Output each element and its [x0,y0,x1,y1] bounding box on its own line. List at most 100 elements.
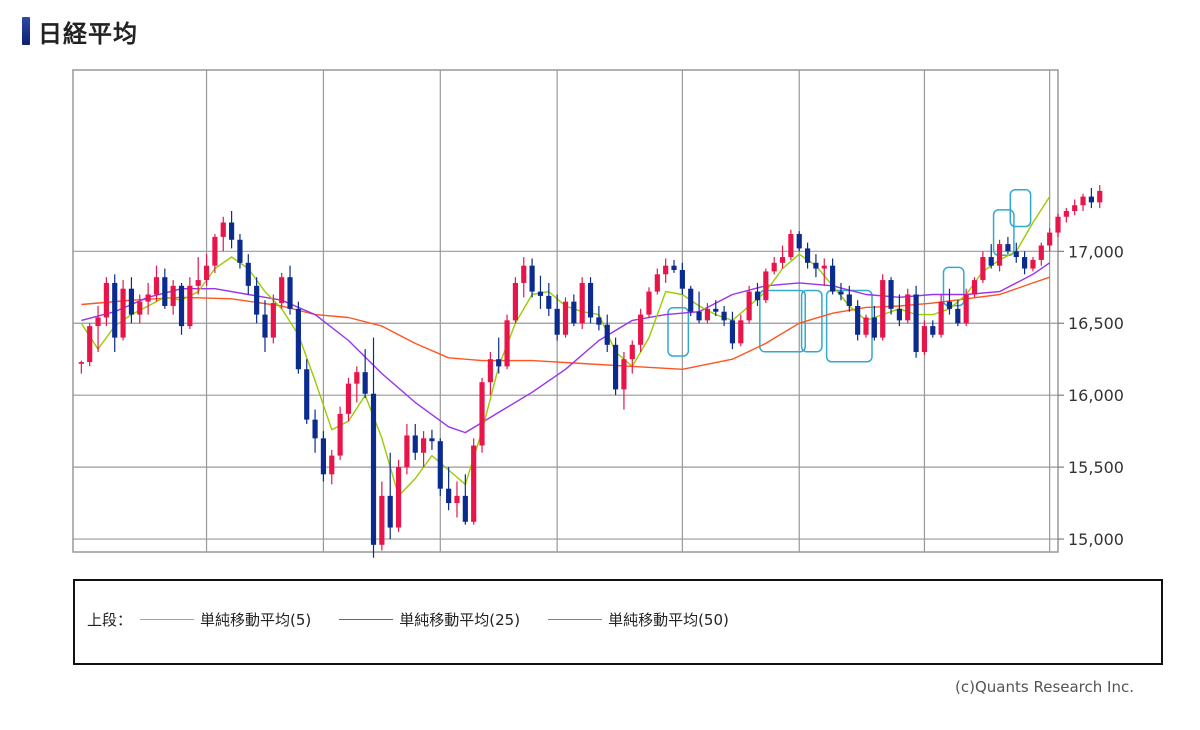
candle-down [245,262,251,286]
candle-up [212,236,218,266]
candle-up [345,383,352,414]
candle-down [312,419,318,439]
x-tick-label: 2016/8/1 [523,558,590,560]
candle-up [471,445,477,522]
candle-up [187,285,193,327]
candle-up [479,382,485,446]
candle-down [237,239,243,263]
candle-down [462,495,468,522]
candle-up [504,320,510,367]
y-tick-label: 16,000 [1068,386,1124,405]
sma5-line-swatch [140,619,195,620]
candle-down [671,265,677,270]
candles [78,185,1103,558]
candle-up [103,282,109,318]
highlight-box [800,289,823,353]
candle-up [87,326,93,363]
candle-down [429,438,435,442]
legend-row: 上段： 単純移動平均(5) 単純移動平均(25) 単純移動平均(50) [87,609,757,630]
legend-label-sma5: 単純移動平均(5) [200,611,312,629]
copyright-notice: (c)Quants Research Inc. [955,678,1134,696]
candle-down [320,438,327,475]
candle-up [329,455,335,475]
candle-up [195,280,201,286]
y-tick-label: 15,500 [1068,458,1124,477]
candle-up [1055,216,1061,233]
legend-box: 上段： 単純移動平均(5) 単純移動平均(25) 単純移動平均(50) [73,579,1163,665]
candle-down [546,295,552,309]
candle-up [170,285,176,306]
candle-up [629,344,635,360]
candle-up [971,280,978,295]
candle-down [830,265,836,292]
candle-up [337,413,343,456]
x-tick-label: 2016/10/28 [1006,558,1092,560]
candle-up [980,257,986,281]
candle-down [946,301,953,309]
candle-down [229,222,235,240]
candle-down [888,280,894,309]
candle-down [537,291,544,296]
legend-label-sma50: 単純移動平均(50) [608,611,729,629]
candle-up [646,291,652,315]
legend-label-sma25: 単純移動平均(25) [399,611,521,629]
candle-up [621,359,627,390]
x-tick-label: 2016/6/17 [285,558,362,560]
candle-up [1038,245,1044,260]
y-axis-ticks: 15,000 15,500 16,000 16,500 17,000 [1058,242,1124,549]
candle-up [763,271,769,301]
candle-down [846,294,852,306]
candle-up [421,438,427,453]
candle-down [754,291,761,301]
candle-up [1030,259,1036,269]
legend-prefix: 上段： [87,611,133,629]
candle-up [270,303,276,338]
candle-up [145,294,151,302]
candle-down [370,393,377,545]
candle-up [738,320,744,344]
candle-up [95,317,101,327]
candle-down [729,320,736,344]
candle-down [896,308,902,321]
candle-down [587,282,594,318]
highlight-box [667,306,690,357]
highlight-box [992,209,1015,257]
candle-down [604,324,610,345]
page-header: 日経平均 [22,14,138,48]
candle-up [220,222,226,237]
candle-up [279,277,285,304]
candle-down [554,308,560,335]
candle-up [153,277,160,295]
candle-up [512,282,519,321]
sma50-line-swatch [548,619,603,620]
candle-down [262,314,268,338]
candle-up [120,288,126,338]
x-axis-ticks: 2016/5/27 2016/6/17 2016/7/8 2016/8/1 2016/8… [168,558,1093,560]
candle-down [128,288,135,315]
candle-down [930,326,936,335]
candle-up [996,244,1003,266]
candle-down [412,435,418,453]
candle-up [938,301,944,335]
candle-down [838,291,844,295]
candle-up [821,265,827,269]
candle-up [78,362,84,364]
legend-item-sma50: 単純移動平均(50) [548,609,729,630]
y-tick-label: 15,000 [1068,530,1124,549]
candle-up [1047,232,1053,246]
candle-up [771,262,777,272]
candle-up [1072,205,1078,212]
highlight-boxes [667,188,1032,363]
candle-down [1088,196,1094,203]
sma50-line [81,276,1050,370]
candle-up [137,301,143,315]
candle-up [521,265,527,283]
candle-up [663,265,669,275]
candle-down [571,301,577,324]
candle-up [654,274,660,292]
candle-down [796,234,802,249]
candle-up [354,372,360,384]
page-title: 日経平均 [38,19,138,48]
candle-down [178,285,185,327]
candle-down [813,262,819,269]
